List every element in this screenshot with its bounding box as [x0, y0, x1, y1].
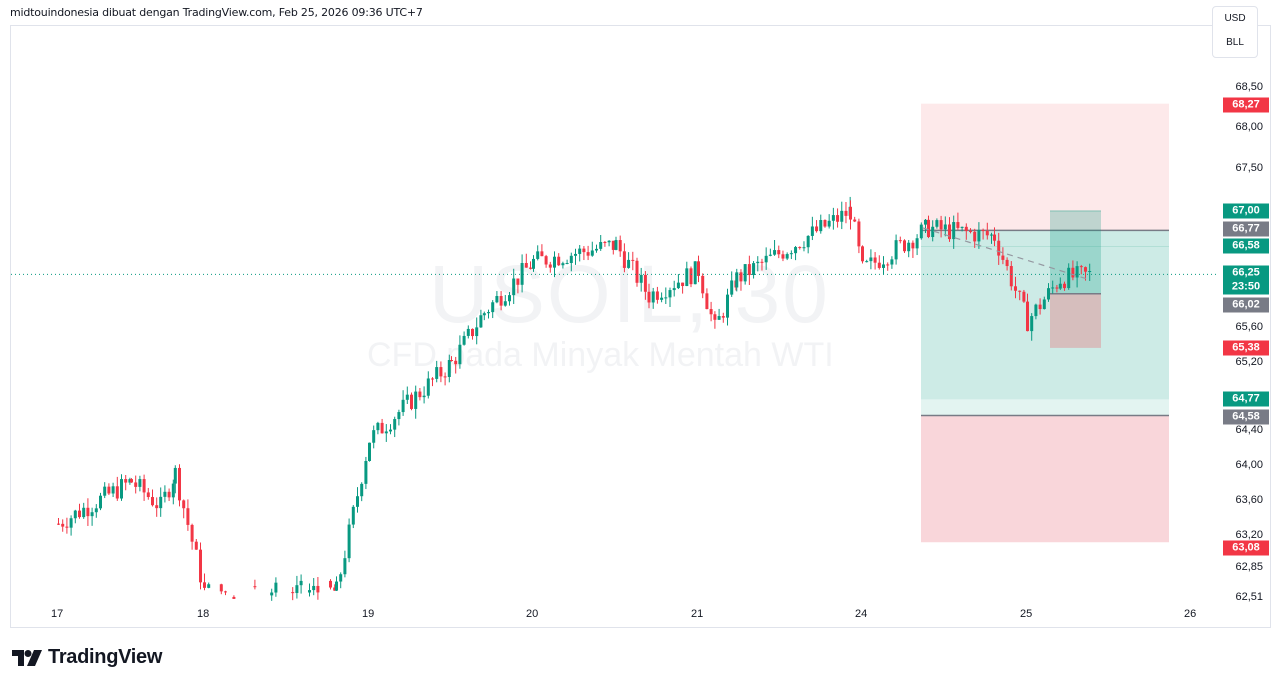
chart-attribution: midtouindonesia dibuat dengan TradingVie…	[10, 6, 423, 19]
price-tick: 62,85	[1235, 561, 1263, 573]
price-tick: 65,60	[1235, 321, 1263, 333]
price-tick: 64,00	[1235, 459, 1263, 471]
price-tick: 68,00	[1235, 121, 1263, 133]
time-tick: 26	[1184, 608, 1197, 620]
brand-name: TradingView	[48, 646, 163, 668]
price-axis[interactable]: 68,50 68,00 67,50 65,60 65,20 64,40 64,00 63,60…	[1219, 26, 1270, 627]
tradingview-logo[interactable]: TradingView	[12, 646, 162, 669]
unit-label: BLL	[1226, 37, 1244, 48]
price-label: 64,58	[1223, 409, 1269, 425]
time-tick: 17	[51, 608, 64, 620]
time-tick: 19	[362, 608, 375, 620]
currency-label: USD	[1224, 13, 1246, 24]
price-tick: 62,51	[1235, 591, 1263, 603]
unit-selector[interactable]: USD BLL	[1212, 6, 1258, 58]
chart-container[interactable]: USOIL, 30 CFD pada Minyak Mentah WTI 68,…	[10, 25, 1271, 628]
price-label: 63,08	[1223, 540, 1269, 556]
long-profit-zone	[921, 230, 1169, 400]
price-label: 23:50	[1223, 279, 1269, 295]
price-tick: 67,50	[1235, 162, 1263, 174]
description-watermark: CFD pada Minyak Mentah WTI	[367, 336, 834, 374]
time-tick: 18	[197, 608, 210, 620]
price-tick: 64,40	[1235, 424, 1263, 436]
tradingview-logo-icon	[12, 649, 42, 666]
price-tick: 65,20	[1235, 356, 1263, 368]
long-target-zone	[921, 103, 1169, 231]
price-tick: 63,20	[1235, 529, 1263, 541]
price-label: 64,77	[1223, 391, 1269, 407]
candlestick-chart	[11, 103, 1219, 601]
price-tick: 63,60	[1235, 494, 1263, 506]
long-stop-zone	[921, 415, 1169, 543]
price-label: 65,38	[1223, 340, 1269, 356]
time-axis[interactable]: 17 18 19 20 21 24 25 26	[11, 601, 1219, 627]
price-label: 66,58	[1223, 238, 1269, 254]
price-label: 68,27	[1223, 97, 1269, 113]
price-tick: 68,50	[1235, 81, 1263, 93]
price-label: 66,02	[1223, 297, 1269, 313]
time-tick: 25	[1020, 608, 1033, 620]
plot-area[interactable]: USOIL, 30 CFD pada Minyak Mentah WTI	[11, 26, 1219, 601]
time-tick: 24	[855, 608, 868, 620]
time-tick: 20	[526, 608, 539, 620]
price-label: 66,25	[1223, 265, 1269, 281]
price-label: 66,77	[1223, 221, 1269, 237]
time-tick: 21	[691, 608, 704, 620]
price-label: 67,00	[1223, 203, 1269, 219]
